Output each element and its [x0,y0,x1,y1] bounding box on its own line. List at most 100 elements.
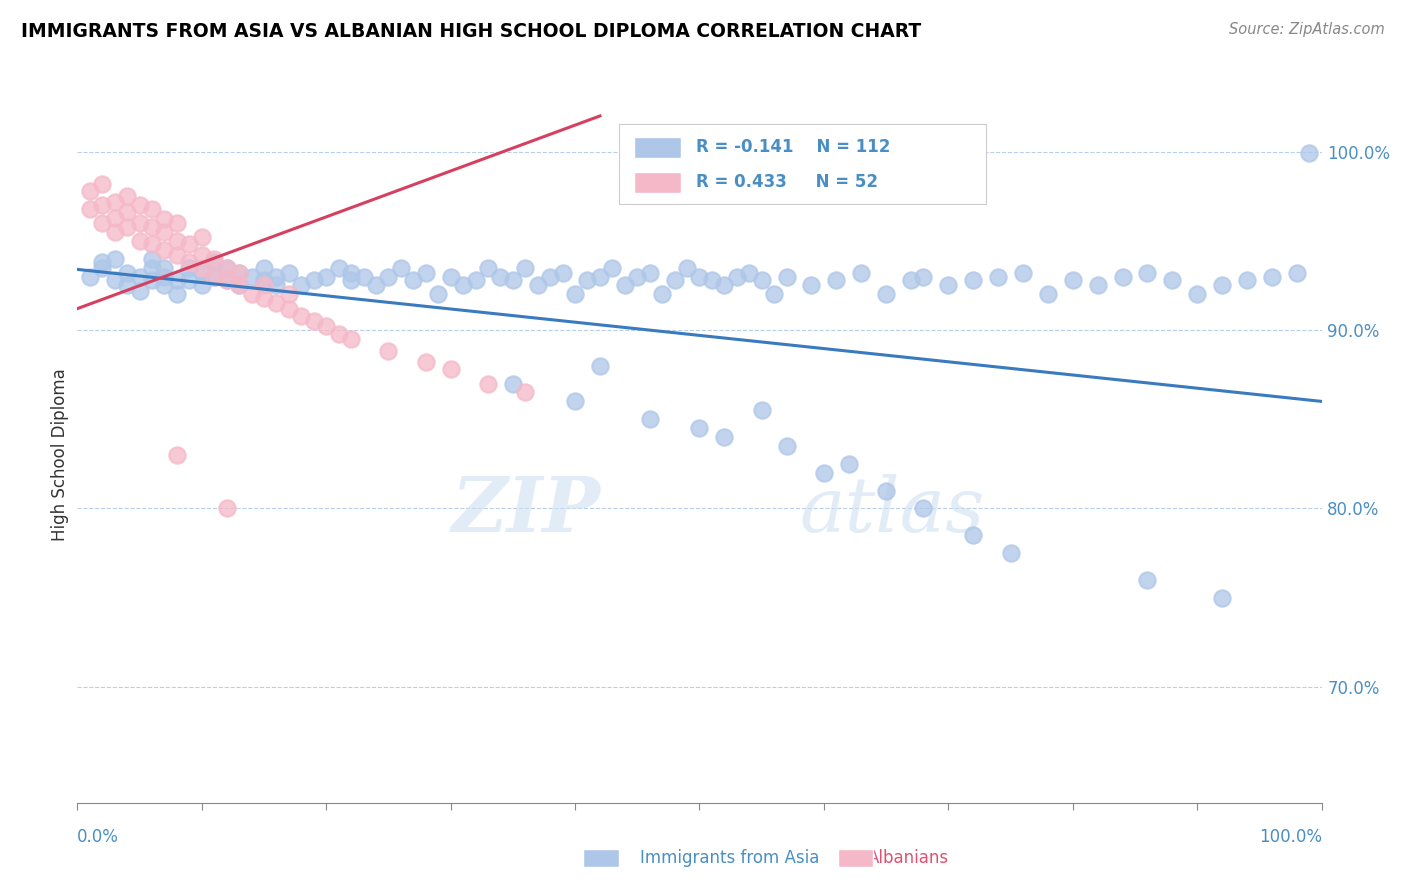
Text: R = -0.141    N = 112: R = -0.141 N = 112 [696,138,890,156]
Point [91,177,114,191]
Point [1062,273,1084,287]
Point [115,189,138,203]
Point [166,273,188,287]
Point [451,278,474,293]
Point [377,269,399,284]
Point [1036,287,1059,301]
Point [166,248,188,262]
Point [153,260,176,275]
Point [402,273,425,287]
Point [800,278,823,293]
Point [1161,273,1184,287]
Point [464,273,486,287]
Point [912,501,935,516]
Text: Albanians: Albanians [868,849,949,867]
Point [115,278,138,293]
Point [202,252,225,266]
Point [713,278,735,293]
Point [340,266,363,280]
Point [240,269,263,284]
Point [104,194,127,209]
Point [253,278,276,293]
Point [851,266,873,280]
Point [79,202,101,216]
Point [987,269,1010,284]
Point [1136,266,1159,280]
Point [340,273,363,287]
Point [91,198,114,212]
Point [277,287,299,301]
Point [353,269,375,284]
Point [651,287,673,301]
Point [215,501,238,516]
Point [91,216,114,230]
Point [315,319,337,334]
Point [153,243,176,257]
Point [1136,573,1159,587]
Point [489,269,512,284]
Point [589,359,612,373]
Point [104,225,127,239]
Point [515,385,537,400]
Point [115,205,138,219]
Point [875,483,897,498]
Point [290,278,312,293]
Point [215,273,238,287]
Point [253,291,276,305]
Point [415,266,437,280]
Point [700,273,723,287]
FancyBboxPatch shape [619,124,986,204]
Point [340,332,363,346]
Point [1012,266,1035,280]
Point [191,260,214,275]
Text: ZIP: ZIP [451,474,600,548]
Point [676,260,699,275]
Point [104,211,127,225]
Point [1285,266,1308,280]
Point [1211,278,1233,293]
Point [1261,269,1284,284]
Bar [634,172,681,193]
Point [962,528,984,542]
Point [253,260,276,275]
Point [751,273,773,287]
Point [440,269,463,284]
Point [191,248,214,262]
Point [875,287,897,301]
Text: Immigrants from Asia: Immigrants from Asia [640,849,820,867]
Point [689,269,711,284]
Point [638,266,661,280]
Text: R = 0.433     N = 52: R = 0.433 N = 52 [696,173,877,191]
Point [626,269,648,284]
Point [266,296,288,310]
Text: 0.0%: 0.0% [77,828,120,846]
Point [713,430,735,444]
Point [1087,278,1109,293]
Point [179,273,201,287]
Point [277,266,299,280]
Point [751,403,773,417]
Point [602,260,624,275]
Point [153,278,176,293]
Point [141,219,163,234]
Point [266,269,288,284]
Point [689,421,711,435]
Point [1000,546,1022,560]
Point [302,314,325,328]
Point [328,326,350,341]
Point [91,255,114,269]
Point [191,278,214,293]
Point [166,216,188,230]
Point [215,273,238,287]
Point [215,260,238,275]
Point [202,269,225,284]
Point [228,278,250,293]
Point [277,301,299,316]
Point [166,448,188,462]
Point [153,212,176,227]
Point [564,287,586,301]
Point [179,237,201,252]
Point [115,219,138,234]
Point [115,266,138,280]
Point [302,273,325,287]
